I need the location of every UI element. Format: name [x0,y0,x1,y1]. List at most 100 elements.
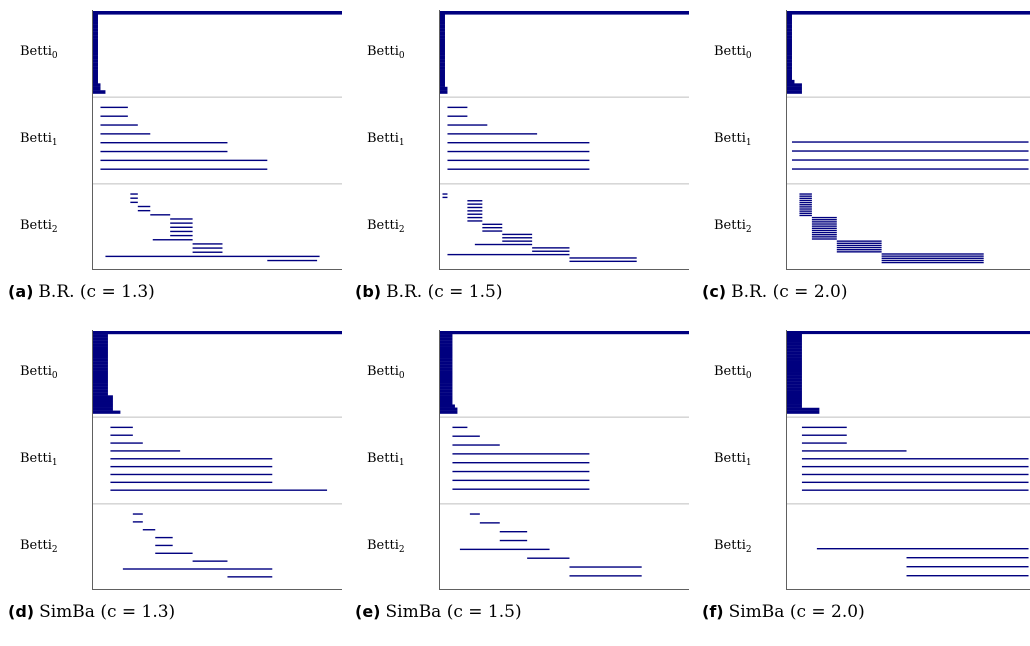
persistence-bar [787,395,802,400]
persistence-bar [93,86,101,91]
persistence-bar [569,257,637,259]
barcode-plot [439,10,689,270]
persistence-bar [452,462,590,464]
persistence-bar [787,410,820,414]
persistence-bar [801,473,1029,476]
betti-label-subscript: 0 [398,51,405,62]
persistence-bar [130,197,138,199]
persistence-bar [527,557,570,559]
persistence-bar [93,21,98,25]
persistence-bar [467,213,483,215]
persistence-bar [142,529,156,531]
persistence-bar [836,242,882,244]
persistence-bar [836,249,882,251]
persistence-bar [440,392,453,396]
persistence-bar [93,69,98,74]
persistence-bar [227,576,273,578]
persistence-bar [170,226,193,228]
persistence-bar [440,83,445,87]
persistence-bar [799,201,812,204]
betti-row-label: Betti1 [714,452,752,470]
persistence-bar [440,79,445,84]
persistence-bar [440,38,445,43]
persistence-bar [93,334,108,338]
persistence-bar [459,548,550,551]
betti-row-label: Betti0 [367,45,405,63]
persistence-bar [93,389,108,393]
betti-label-subscript: 1 [745,458,752,468]
persistence-bar [440,28,445,32]
persistence-bar [93,62,98,67]
persistence-bar [452,453,590,455]
persistence-bar [440,361,453,365]
betti-label-subscript: 2 [398,224,405,235]
persistence-bar [787,398,802,402]
betti-row-label: Betti2 [714,538,752,557]
persistence-bar [192,243,223,245]
persistence-bar [799,195,812,197]
persistence-bar [447,159,590,162]
persistence-bar [447,124,488,126]
persistence-bar [440,373,453,378]
persistence-bar [440,52,445,56]
persistence-bar [811,236,837,238]
persistence-bar [440,331,689,335]
barcode-plot [92,10,342,270]
persistence-bar [787,333,802,338]
betti-row-label: Betti2 [367,538,405,557]
betti-label-base: Betti [714,44,746,60]
persistence-bar [110,426,133,429]
persistence-bar [440,346,453,350]
persistence-bar [93,83,101,87]
persistence-bar [787,401,802,405]
persistence-bar [906,566,1029,568]
persistence-bar [787,79,795,84]
betti-label-subscript: 0 [51,371,58,382]
persistence-bar [440,352,453,356]
persistence-bar [569,260,637,263]
persistence-bar [811,234,837,236]
persistence-bar [93,376,108,381]
persistence-bar [787,393,802,397]
persistence-bar [93,358,108,362]
persistence-bar [100,133,151,135]
persistence-bar [93,370,108,375]
persistence-bar [787,86,802,91]
persistence-bar [440,410,458,414]
persistence-bar [801,489,1029,491]
persistence-bar [267,259,318,262]
persistence-bar [787,354,802,358]
persistence-bar [110,489,328,491]
betti-label-subscript: 1 [398,138,405,148]
betti-label-subscript: 0 [398,371,405,382]
betti-label-base: Betti [20,451,52,466]
persistence-bar [137,209,151,212]
persistence-bar [93,364,108,368]
persistence-bar [532,250,570,252]
betti-row-label: Betti1 [20,132,58,150]
persistence-bar [787,342,802,346]
betti-label-base: Betti [20,44,52,60]
betti-label-base: Betti [367,364,399,380]
persistence-bar [93,407,113,411]
persistence-bar [93,45,98,50]
persistence-bar [440,370,453,375]
persistence-bar [170,230,193,233]
betti-label-base: Betti [20,364,52,380]
persistence-bar [447,106,468,109]
persistence-bar [836,251,882,253]
persistence-bar [130,201,138,204]
persistence-bar [836,244,882,247]
betti-row-label: Betti2 [367,218,405,237]
betti-label-base: Betti [20,131,52,146]
persistence-bar [93,76,98,81]
betti-label-base: Betti [367,44,399,60]
barcode-plot [439,330,689,590]
subfigure-title: SimBa (c = 2.0) [728,602,865,622]
persistence-bar [192,251,223,253]
persistence-bar [93,55,98,60]
persistence-bar [787,339,802,343]
persistence-bar [787,336,802,340]
betti-label-subscript: 0 [51,51,58,62]
persistence-bar [93,410,121,414]
